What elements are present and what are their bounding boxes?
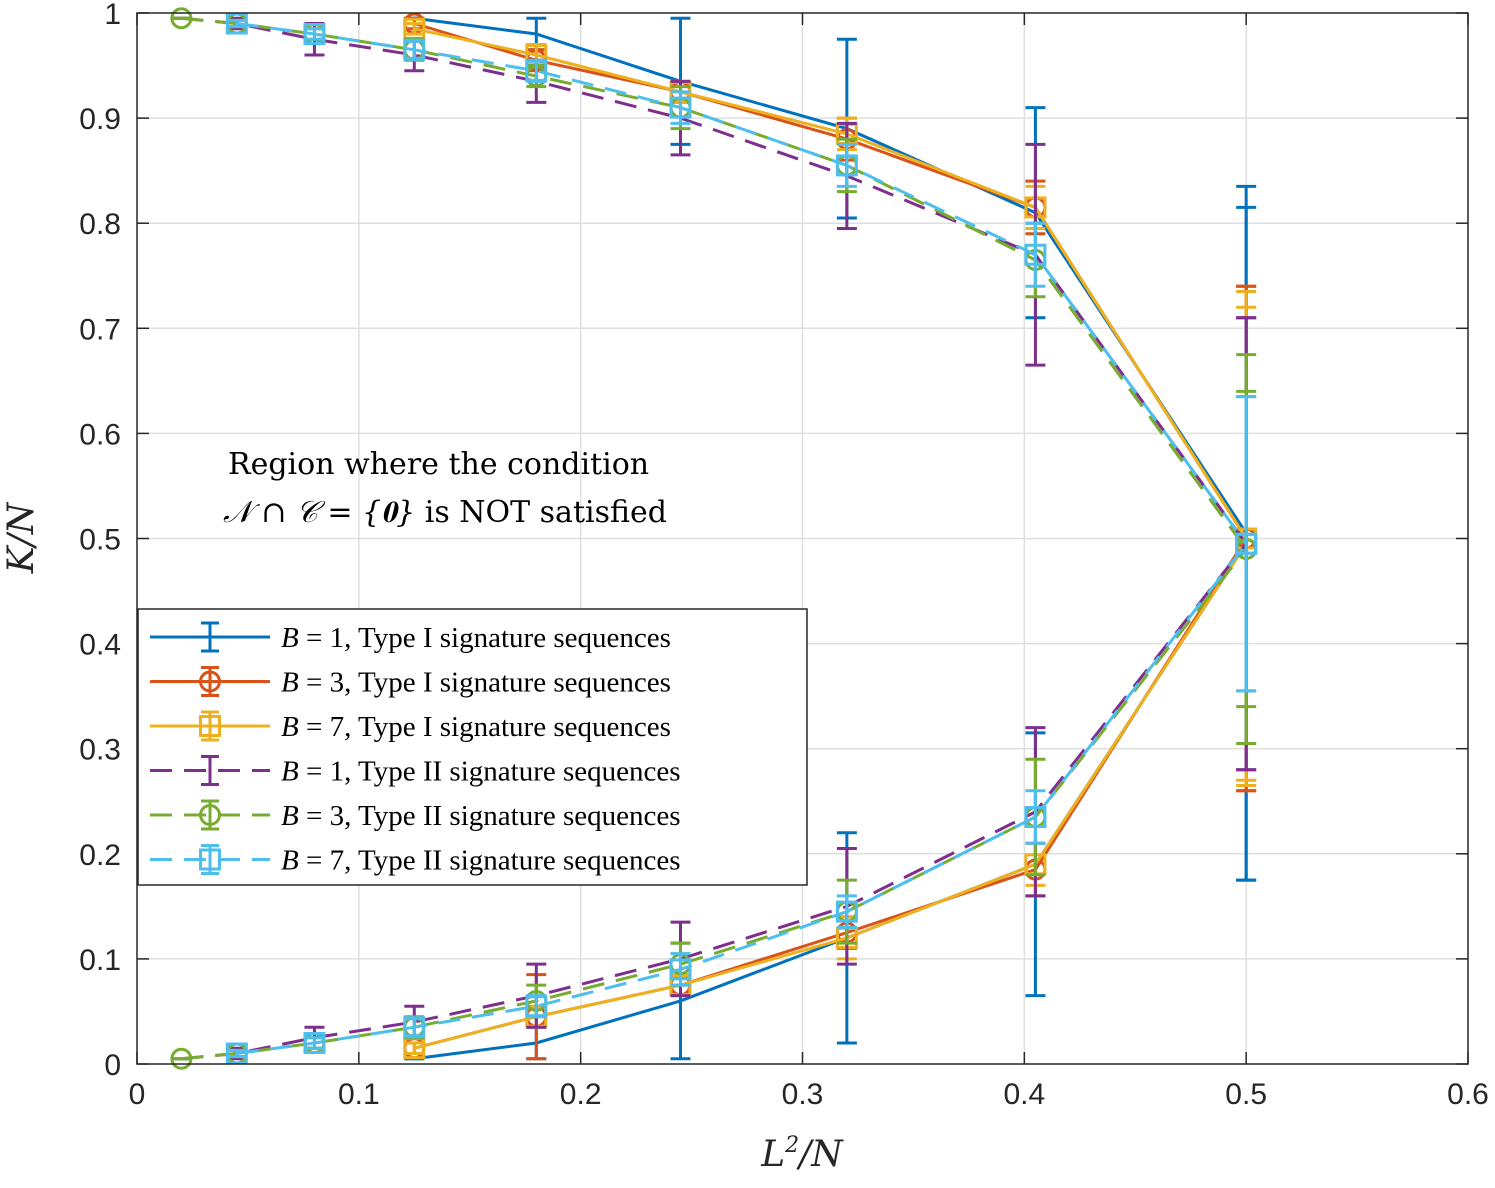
series-line-lower (413, 542, 1248, 1050)
series-line-upper (414, 16, 1248, 535)
legend-marker (199, 848, 221, 871)
series-line-upper (236, 22, 1248, 545)
data-point-marker (403, 38, 426, 61)
axes-ticks: 0 0.1 0.2 0.3 0.4 0.5 0.6 0 0.1 0.2 0.3 0.4 0.5 0.6 0.… (79, 0, 1489, 1111)
x-tick-label: 0 (129, 1078, 146, 1111)
data-point-marker (170, 1047, 193, 1070)
data-point-marker (303, 1031, 326, 1054)
data-point-marker (303, 23, 326, 46)
legend-marker (199, 804, 221, 826)
data-point-marker (835, 900, 858, 923)
x-tick-label: 0.6 (1447, 1078, 1489, 1111)
data-point-marker (1024, 806, 1047, 829)
annotation-math: 𝒩 ∩ 𝒞 = {𝟎} (223, 495, 415, 530)
legend-entry: B = 1, Type I signature sequences (150, 621, 671, 654)
y-tick-label: 0.2 (79, 839, 121, 872)
x-axis-label: L2/N (760, 1133, 844, 1175)
annotation-text: is NOT satisfied (415, 495, 667, 530)
y-tick-label: 0.4 (79, 629, 121, 662)
data-point-marker (1024, 243, 1047, 266)
legend: B = 1, Type I signature sequences B = 3, … (137, 608, 808, 886)
annotation-line-2: 𝒩 ∩ 𝒞 = {𝟎} is NOT satisfied (223, 495, 667, 530)
y-axis-label: K/N (1, 501, 42, 574)
data-point-marker (835, 154, 858, 177)
legend-box (137, 608, 808, 886)
legend-label: B = 3, Type I signature sequences (281, 667, 671, 699)
y-tick-label: 0 (104, 1049, 121, 1082)
legend-marker (199, 715, 221, 737)
data-point-marker (669, 958, 692, 981)
legend-label: B = 3, Type II signature sequences (281, 800, 681, 832)
annotation-line-1: Region where the condition (228, 447, 649, 482)
data-point-marker (525, 995, 548, 1018)
data-point-marker (225, 12, 248, 35)
legend-entry: B = 7, Type I signature sequences (150, 710, 671, 743)
y-tick-label: 1 (104, 0, 121, 31)
data-point-marker (225, 1042, 248, 1065)
legend-marker (199, 670, 221, 693)
data-point-marker (1235, 532, 1258, 555)
x-tick-label: 0.1 (338, 1078, 380, 1111)
series-layer (170, 7, 1258, 1070)
data-point-marker (170, 7, 193, 30)
legend-label: B = 1, Type I signature sequences (281, 622, 671, 654)
legend-entry: B = 1, Type II signature sequences (150, 755, 681, 788)
x-tick-label: 0.2 (560, 1078, 602, 1111)
legend-label: B = 7, Type II signature sequences (281, 845, 681, 877)
y-tick-label: 0.8 (79, 208, 121, 241)
data-point-marker (669, 96, 692, 119)
y-tick-label: 0.9 (79, 103, 121, 136)
y-tick-label: 0.5 (79, 524, 121, 557)
legend-label: B = 7, Type I signature sequences (281, 711, 671, 743)
x-tick-label: 0.5 (1225, 1078, 1267, 1111)
y-tick-label: 0.3 (79, 734, 121, 767)
series-line-lower (236, 542, 1248, 1055)
y-tick-label: 0.7 (79, 313, 121, 346)
series (225, 12, 1258, 1065)
legend-entry: B = 3, Type II signature sequences (150, 799, 681, 832)
series-line-upper (413, 27, 1248, 540)
legend-label: B = 1, Type II signature sequences (281, 756, 681, 788)
data-point-marker (403, 1016, 426, 1039)
x-tick-label: 0.3 (782, 1078, 824, 1111)
x-tick-label: 0.4 (1003, 1078, 1045, 1111)
data-point-marker (525, 59, 548, 82)
legend-entry: B = 7, Type II signature sequences (150, 844, 681, 877)
legend-entry: B = 3, Type I signature sequences (150, 666, 671, 699)
y-tick-label: 0.6 (79, 418, 121, 451)
y-tick-label: 0.1 (79, 944, 121, 977)
